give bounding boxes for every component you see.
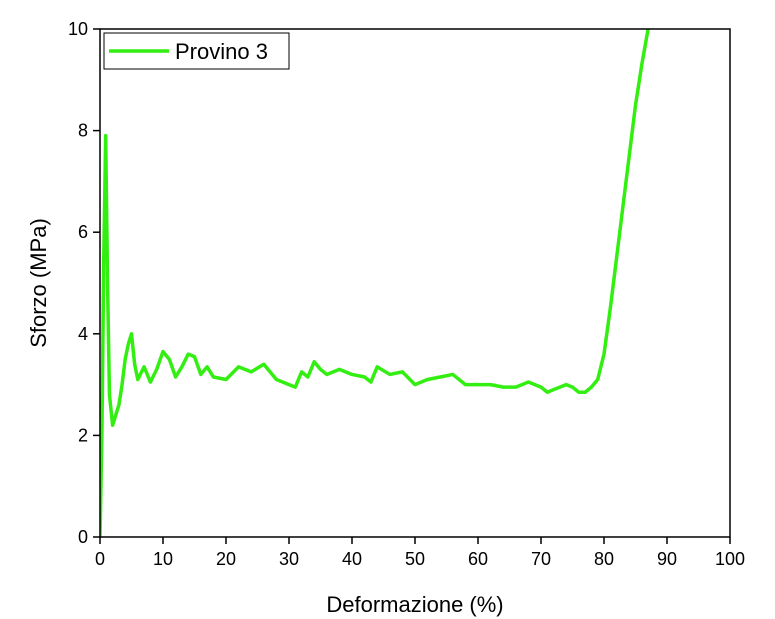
legend: Provino 3 — [103, 32, 290, 70]
plot-frame — [99, 28, 731, 538]
y-tick-label: 0 — [78, 527, 88, 547]
x-tick-label: 60 — [468, 549, 488, 569]
data-line — [100, 29, 650, 537]
y-tick-label: 2 — [78, 425, 88, 445]
x-tick-label: 0 — [95, 549, 105, 569]
y-axis-title: Sforzo (MPa) — [26, 218, 51, 348]
y-tick-label: 8 — [78, 121, 88, 141]
x-tick-label: 100 — [715, 549, 745, 569]
x-tick-label: 80 — [594, 549, 614, 569]
x-tick-label: 50 — [405, 549, 425, 569]
x-axis-title: Deformazione (%) — [326, 592, 503, 617]
x-tick-label: 30 — [279, 549, 299, 569]
x-tick-label: 90 — [657, 549, 677, 569]
y-tick-label: 6 — [78, 222, 88, 242]
x-tick-label: 10 — [153, 549, 173, 569]
x-tick-label: 70 — [531, 549, 551, 569]
y-tick-label: 10 — [68, 19, 88, 39]
y-tick-label: 4 — [78, 324, 88, 344]
x-tick-label: 20 — [216, 549, 236, 569]
legend-label: Provino 3 — [175, 39, 268, 64]
x-tick-label: 40 — [342, 549, 362, 569]
